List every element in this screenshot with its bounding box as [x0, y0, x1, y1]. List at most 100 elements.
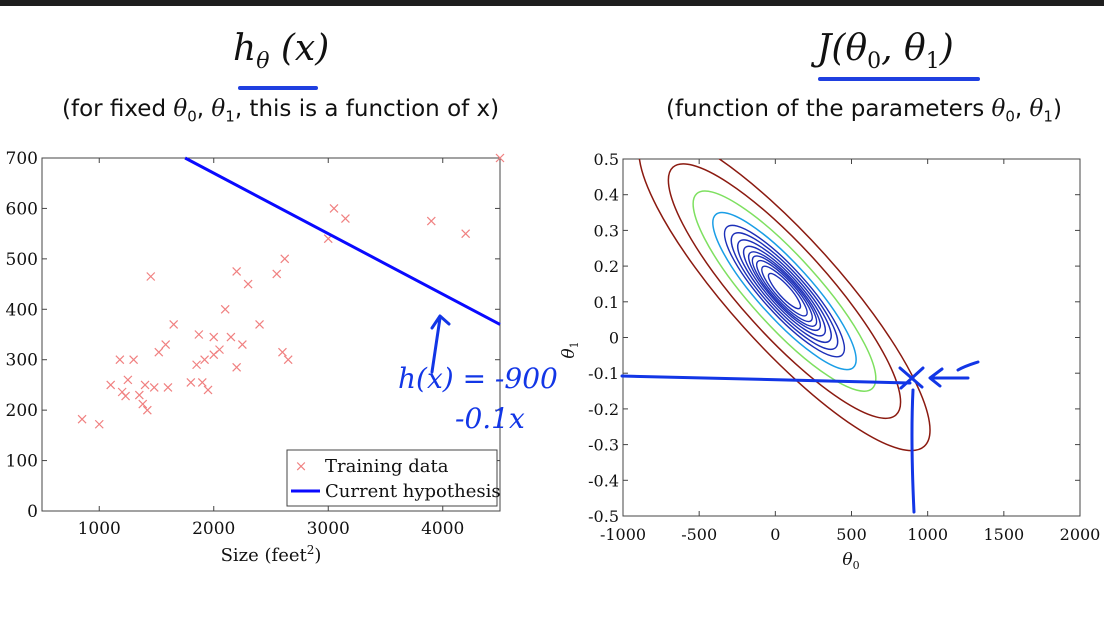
training-data-point	[163, 383, 173, 392]
y-tick-label: 0	[609, 329, 619, 348]
annotation-equation-line1: h(x) = -900	[398, 362, 558, 395]
contour-line	[761, 265, 808, 317]
training-data-point	[203, 385, 213, 395]
legend: × Training data Current hypothesis	[286, 449, 501, 507]
training-data-point	[186, 377, 196, 387]
y-tick-label: 600	[6, 199, 38, 219]
training-data-point	[94, 419, 104, 429]
y-tick-label: -0.3	[588, 436, 619, 455]
hypothesis-line	[184, 156, 501, 326]
y-tick-label: -0.5	[588, 507, 619, 526]
x-axis-label: θ0	[842, 550, 859, 572]
x-axis-label: Size (feet2)	[221, 543, 322, 566]
legend-label-training: Training data	[325, 456, 449, 477]
x-tick-label: 500	[836, 525, 867, 544]
contour-line	[712, 211, 857, 371]
training-data-point	[341, 214, 350, 223]
training-data-point	[134, 390, 144, 400]
annotation-vertical-line	[910, 388, 916, 514]
training-data-point	[161, 340, 171, 350]
annotation-arrow	[430, 314, 451, 374]
hypothesis-title: hθ (x)	[233, 28, 330, 75]
training-data-point	[280, 254, 290, 264]
x-tick-label: 2000	[192, 519, 235, 539]
training-data-point	[197, 377, 207, 387]
x-tick-label: 1000	[907, 525, 948, 544]
hypothesis-title-underline	[238, 86, 318, 90]
training-data-point	[215, 345, 224, 355]
contour-line	[730, 232, 839, 351]
y-tick-label: 0.1	[594, 293, 619, 312]
training-data-point	[194, 330, 204, 339]
y-tick-label: 0.2	[594, 257, 619, 276]
y-tick-label: 0	[27, 502, 38, 522]
training-data-point	[232, 267, 242, 276]
contour-line	[692, 190, 877, 392]
y-tick-label: 300	[6, 351, 38, 371]
training-data-point	[243, 279, 253, 289]
handwritten-annotation: h(x) = -900 -0.1x	[398, 314, 558, 435]
x-tick-label: 3000	[307, 519, 350, 539]
training-data-point	[154, 347, 164, 357]
x-tick-label: -500	[681, 525, 717, 544]
training-data-point	[77, 414, 87, 424]
top-bar	[0, 0, 1104, 6]
contour-line	[767, 272, 802, 310]
x-tick-label: 1000	[78, 519, 121, 539]
x-tick-label: -1000	[600, 525, 646, 544]
training-data-point	[121, 391, 131, 401]
training-data-point	[106, 380, 116, 390]
training-data-point	[495, 153, 505, 163]
x-tick-label: 2000	[1060, 525, 1101, 544]
training-data-point	[115, 355, 125, 365]
plot-area	[622, 158, 1081, 517]
y-tick-label: -0.4	[588, 471, 619, 490]
annotation-cross-marker	[898, 366, 925, 390]
training-data-point	[426, 216, 436, 226]
cost-contour-chart: -1000 -500 0 500 1000 1500 2000 -0.5 -0.4 -0.3 -0.…	[559, 150, 1101, 572]
y-tick-label: 0.4	[594, 186, 619, 205]
training-data-point	[200, 355, 210, 365]
contour-line	[638, 159, 931, 452]
y-tick-label: 500	[6, 250, 38, 270]
x-tick-label: 4000	[421, 519, 464, 539]
contour-line	[742, 245, 827, 337]
annotation-arrow	[928, 360, 980, 388]
training-data-point	[138, 399, 148, 409]
y-tick-label: -0.2	[588, 400, 619, 419]
cost-function-title-underline	[818, 77, 980, 81]
training-data-point	[237, 340, 247, 350]
training-data-point	[146, 272, 156, 281]
annotation-horizontal-line	[620, 374, 912, 385]
training-data-point	[329, 204, 339, 213]
hypothesis-scatter-chart: 1000 2000 3000 4000 0 100 200 300 400 500 600 700 ×…	[6, 149, 558, 566]
training-data-point	[140, 380, 150, 390]
training-data-point	[461, 229, 471, 239]
y-tick-label: 0.5	[594, 150, 619, 169]
contour-line	[737, 239, 832, 343]
training-data-point	[123, 375, 133, 385]
training-data-point	[169, 319, 179, 329]
y-tick-label: 400	[6, 300, 38, 320]
hypothesis-subtitle: (for fixed θ0, θ1, this is a function of…	[62, 96, 500, 126]
training-data-point	[209, 332, 219, 342]
training-data-point	[129, 355, 139, 365]
training-data-point	[278, 347, 287, 357]
contour-line	[747, 251, 822, 332]
training-data-point	[142, 405, 152, 415]
legend-marker-training: ×	[295, 457, 308, 475]
y-tick-label: 700	[6, 149, 38, 169]
contour-line	[756, 259, 813, 323]
contour-line	[723, 224, 846, 358]
training-data-point	[272, 269, 282, 279]
contour-line	[667, 163, 902, 420]
y-axis-label: θ1	[559, 341, 581, 358]
training-data-point	[226, 332, 236, 342]
y-tick-label: 0.3	[594, 221, 619, 240]
contour-line	[751, 255, 818, 327]
y-tick-label: 100	[6, 452, 38, 472]
training-data-point	[192, 360, 201, 370]
cost-function-subtitle: (function of the parameters θ0, θ1)	[666, 96, 1062, 126]
cost-function-title: J(θ0, θ1)	[817, 28, 954, 75]
training-data-point	[149, 383, 159, 392]
